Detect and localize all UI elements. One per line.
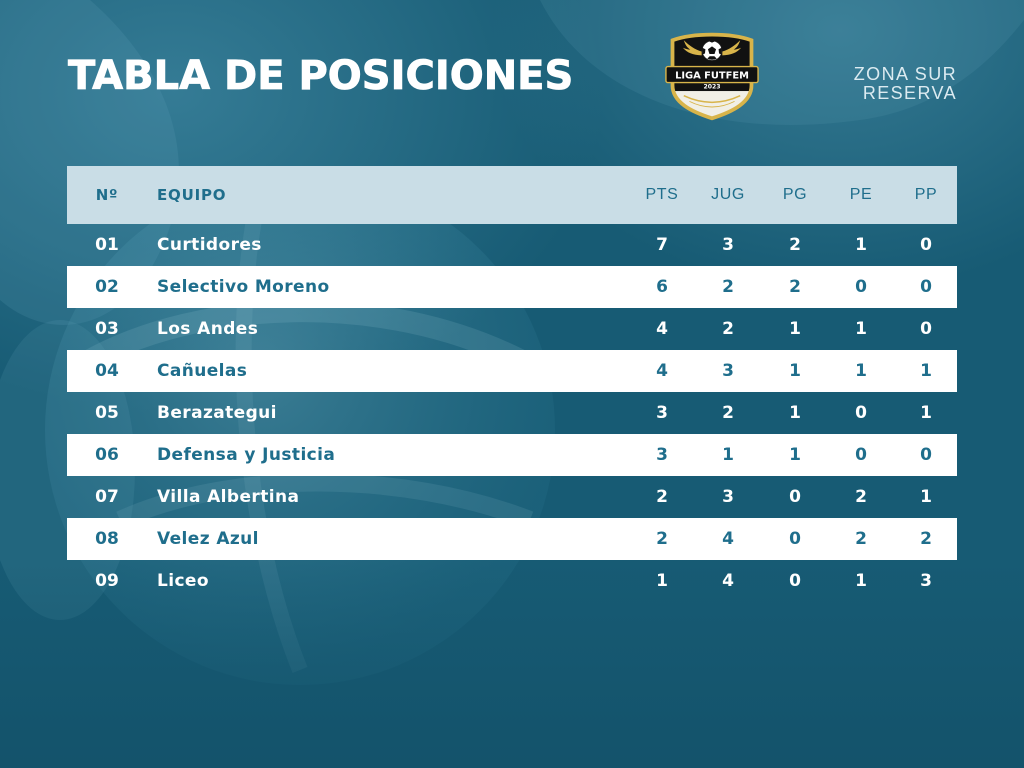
header-lost: PP: [914, 186, 938, 203]
table-header-row: Nº EQUIPO PTS JUG PG PE PP: [67, 166, 957, 224]
won-cell: 0: [789, 529, 801, 549]
page-title: TABLA DE POSICIONES: [68, 53, 574, 99]
played-cell: 1: [722, 445, 734, 465]
team-name-cell: Berazategui: [157, 403, 277, 423]
wings-icon: [682, 40, 742, 56]
position-cell: 03: [95, 319, 119, 339]
table-row: 03 Los Andes 4 2 1 1 0: [67, 308, 957, 350]
team-name-cell: Defensa y Justicia: [157, 445, 336, 465]
team-name-cell: Curtidores: [157, 235, 262, 255]
position-cell: 05: [95, 403, 119, 423]
played-cell: 4: [722, 529, 734, 549]
header-team: EQUIPO: [157, 186, 227, 204]
position-cell: 01: [95, 235, 119, 255]
won-cell: 1: [789, 445, 801, 465]
table-row: 07 Villa Albertina 2 3 0 2 1: [67, 476, 957, 518]
lost-cell: 0: [920, 445, 932, 465]
zone-line-2: RESERVA: [862, 83, 957, 103]
won-cell: 1: [789, 361, 801, 381]
lost-cell: 1: [920, 403, 932, 423]
points-cell: 4: [656, 361, 668, 381]
team-name-cell: Cañuelas: [157, 361, 248, 381]
table-row: 08 Velez Azul 2 4 0 2 2: [67, 518, 957, 560]
lost-cell: 3: [920, 571, 932, 591]
position-cell: 06: [95, 445, 119, 465]
lost-cell: 0: [920, 277, 932, 297]
drawn-cell: 2: [855, 529, 867, 549]
points-cell: 2: [656, 529, 668, 549]
points-cell: 7: [656, 235, 668, 255]
points-cell: 3: [656, 445, 668, 465]
position-cell: 09: [95, 571, 119, 591]
team-name-cell: Velez Azul: [157, 529, 259, 549]
points-cell: 2: [656, 487, 668, 507]
standings-table: Nº EQUIPO PTS JUG PG PE PP 01 Curtidores…: [67, 166, 957, 602]
played-cell: 3: [722, 361, 734, 381]
lost-cell: 0: [920, 319, 932, 339]
table-row: 01 Curtidores 7 3 2 1 0: [67, 224, 957, 266]
drawn-cell: 1: [855, 319, 867, 339]
table-row: 05 Berazategui 3 2 1 0 1: [67, 392, 957, 434]
position-cell: 02: [95, 277, 119, 297]
header-played: JUG: [711, 186, 745, 203]
soccer-ball-icon: [701, 40, 723, 61]
shoulder-silhouette: [540, 0, 1024, 125]
played-cell: 3: [722, 235, 734, 255]
table-row: 09 Liceo 1 4 0 1 3: [67, 560, 957, 602]
drawn-cell: 1: [855, 235, 867, 255]
drawn-cell: 0: [855, 277, 867, 297]
points-cell: 4: [656, 319, 668, 339]
logo-year: 2023: [703, 84, 720, 91]
team-name-cell: Villa Albertina: [157, 487, 300, 507]
played-cell: 4: [722, 571, 734, 591]
played-cell: 2: [722, 277, 734, 297]
logo-name: LIGA FUTFEM: [675, 70, 749, 81]
position-cell: 04: [95, 361, 119, 381]
won-cell: 0: [789, 571, 801, 591]
header-position: Nº: [95, 186, 119, 204]
table-row: 04 Cañuelas 4 3 1 1 1: [67, 350, 957, 392]
team-name-cell: Liceo: [157, 571, 209, 591]
league-logo: LIGA FUTFEM 2023: [665, 32, 759, 121]
drawn-cell: 0: [855, 445, 867, 465]
points-cell: 1: [656, 571, 668, 591]
drawn-cell: 0: [855, 403, 867, 423]
won-cell: 1: [789, 403, 801, 423]
played-cell: 3: [722, 487, 734, 507]
points-cell: 6: [656, 277, 668, 297]
won-cell: 2: [789, 277, 801, 297]
zone-label: ZONA SUR RESERVA: [854, 65, 957, 103]
lost-cell: 1: [920, 361, 932, 381]
team-name-cell: Selectivo Moreno: [157, 277, 330, 297]
won-cell: 1: [789, 319, 801, 339]
lost-cell: 0: [920, 235, 932, 255]
won-cell: 0: [789, 487, 801, 507]
points-cell: 3: [656, 403, 668, 423]
header-won: PG: [782, 186, 808, 203]
zone-line-1: ZONA SUR: [853, 64, 957, 84]
played-cell: 2: [722, 319, 734, 339]
table-row: 02 Selectivo Moreno 6 2 2 0 0: [67, 266, 957, 308]
position-cell: 07: [95, 487, 119, 507]
table-row: 06 Defensa y Justicia 3 1 1 0 0: [67, 434, 957, 476]
played-cell: 2: [722, 403, 734, 423]
team-name-cell: Los Andes: [157, 319, 259, 339]
drawn-cell: 2: [855, 487, 867, 507]
header-points: PTS: [645, 186, 679, 203]
position-cell: 08: [95, 529, 119, 549]
header-drawn: PE: [849, 186, 873, 203]
drawn-cell: 1: [855, 361, 867, 381]
drawn-cell: 1: [855, 571, 867, 591]
won-cell: 2: [789, 235, 801, 255]
lost-cell: 2: [920, 529, 932, 549]
lost-cell: 1: [920, 487, 932, 507]
